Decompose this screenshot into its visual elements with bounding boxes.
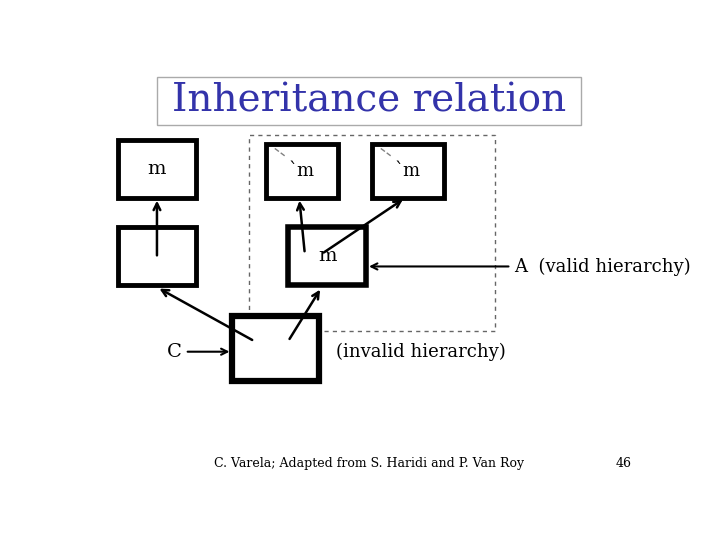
Text: C: C xyxy=(167,343,228,361)
Text: Inheritance relation: Inheritance relation xyxy=(172,83,566,120)
Bar xyxy=(157,77,581,125)
Text: `m: `m xyxy=(289,162,315,180)
Text: m: m xyxy=(318,247,336,265)
Bar xyxy=(288,227,366,285)
Text: A  (valid hierarchy): A (valid hierarchy) xyxy=(372,258,690,275)
Bar xyxy=(266,144,338,198)
Bar xyxy=(372,144,444,198)
Text: `m: `m xyxy=(395,162,421,180)
Bar xyxy=(233,316,319,381)
Text: 46: 46 xyxy=(616,457,631,470)
Bar xyxy=(118,140,196,198)
Text: (invalid hierarchy): (invalid hierarchy) xyxy=(336,342,505,361)
Bar xyxy=(118,227,196,285)
Text: C. Varela; Adapted from S. Haridi and P. Van Roy: C. Varela; Adapted from S. Haridi and P.… xyxy=(214,457,524,470)
Text: m: m xyxy=(148,160,166,178)
Bar xyxy=(249,136,495,331)
